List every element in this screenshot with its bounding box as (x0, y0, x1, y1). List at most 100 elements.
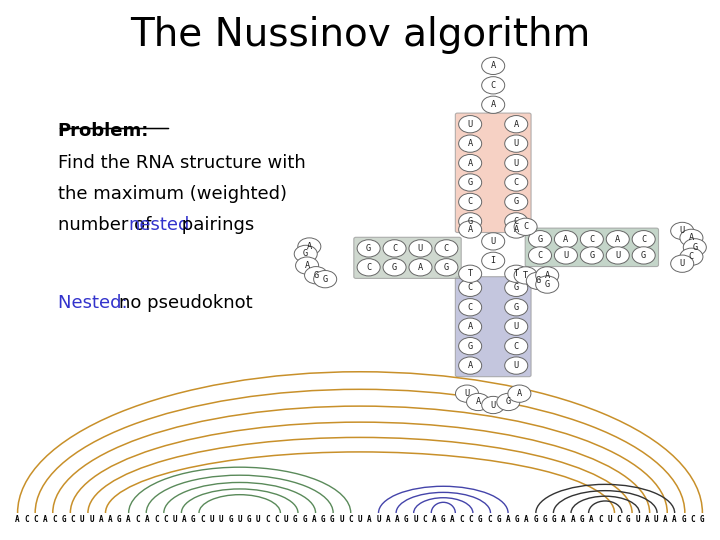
Circle shape (459, 221, 482, 238)
Circle shape (467, 393, 490, 410)
Circle shape (459, 299, 482, 316)
Text: G: G (505, 397, 511, 407)
Text: C: C (444, 244, 449, 253)
Text: U: U (358, 515, 362, 524)
Circle shape (482, 96, 505, 113)
Text: A: A (307, 242, 312, 251)
Circle shape (528, 247, 552, 264)
Circle shape (482, 252, 505, 269)
Text: G: G (228, 515, 233, 524)
Text: G: G (247, 515, 251, 524)
Text: G: G (682, 515, 686, 524)
Text: C: C (537, 251, 543, 260)
Text: U: U (173, 515, 177, 524)
Text: A: A (490, 62, 496, 70)
Circle shape (528, 231, 552, 248)
Text: U: U (654, 515, 659, 524)
Text: A: A (305, 261, 310, 270)
Text: U: U (80, 515, 85, 524)
Circle shape (459, 174, 482, 191)
Circle shape (505, 299, 528, 316)
Text: G: G (535, 276, 541, 285)
Text: G: G (293, 515, 297, 524)
Text: nested: nested (128, 216, 189, 234)
Text: The Nussinov algorithm: The Nussinov algorithm (130, 16, 590, 54)
Text: A: A (490, 100, 496, 109)
Text: A: A (589, 515, 594, 524)
Text: G: G (580, 515, 585, 524)
Text: A: A (418, 263, 423, 272)
Text: U: U (256, 515, 261, 524)
Circle shape (505, 221, 528, 238)
Circle shape (505, 318, 528, 335)
Circle shape (505, 116, 528, 133)
Circle shape (683, 239, 706, 256)
Circle shape (435, 259, 458, 276)
Text: U: U (376, 515, 381, 524)
Text: G: G (117, 515, 122, 524)
Text: G: G (497, 515, 501, 524)
Text: A: A (467, 159, 473, 167)
Circle shape (505, 279, 528, 296)
Text: G: G (515, 515, 520, 524)
Text: G: G (641, 251, 647, 260)
Circle shape (508, 385, 531, 402)
Circle shape (305, 267, 328, 284)
Text: G: G (467, 178, 473, 187)
Text: G: G (589, 251, 595, 260)
Text: C: C (423, 515, 427, 524)
Text: A: A (367, 515, 372, 524)
Text: C: C (366, 263, 372, 272)
Text: T: T (523, 271, 528, 280)
Circle shape (526, 272, 549, 289)
Text: U: U (219, 515, 223, 524)
Circle shape (505, 265, 528, 282)
Text: C: C (689, 252, 694, 261)
Text: A: A (513, 225, 519, 234)
Circle shape (435, 240, 458, 257)
Circle shape (580, 247, 603, 264)
Text: G: G (330, 515, 335, 524)
Circle shape (580, 231, 603, 248)
Text: G: G (302, 515, 307, 524)
Text: A: A (524, 515, 529, 524)
Text: C: C (487, 515, 492, 524)
Circle shape (606, 231, 629, 248)
Text: U: U (284, 515, 288, 524)
Circle shape (456, 385, 479, 402)
Text: C: C (691, 515, 696, 524)
FancyBboxPatch shape (354, 237, 462, 279)
Circle shape (497, 393, 520, 410)
Circle shape (505, 357, 528, 374)
Text: Nested:: Nested: (58, 294, 133, 312)
Circle shape (459, 116, 482, 133)
Text: G: G (61, 515, 66, 524)
Circle shape (482, 233, 505, 250)
Text: C: C (459, 515, 464, 524)
Text: A: A (99, 515, 103, 524)
Circle shape (514, 267, 537, 284)
Circle shape (459, 279, 482, 296)
Text: C: C (135, 515, 140, 524)
Text: C: C (469, 515, 473, 524)
Circle shape (505, 154, 528, 172)
Text: Find the RNA structure with: Find the RNA structure with (58, 154, 305, 172)
Circle shape (409, 240, 432, 257)
Circle shape (505, 193, 528, 211)
Text: A: A (450, 515, 455, 524)
Circle shape (482, 57, 505, 75)
Text: U: U (210, 515, 215, 524)
Circle shape (459, 338, 482, 355)
Text: U: U (513, 139, 519, 148)
Text: C: C (467, 284, 473, 292)
Text: G: G (323, 275, 328, 284)
Text: A: A (467, 322, 473, 331)
Text: G: G (700, 515, 705, 524)
Circle shape (680, 229, 703, 246)
Text: Problem:: Problem: (58, 122, 149, 139)
Text: U: U (513, 361, 519, 370)
Text: A: A (689, 233, 694, 242)
Circle shape (670, 255, 693, 272)
Text: C: C (513, 342, 519, 350)
Text: A: A (513, 120, 519, 129)
